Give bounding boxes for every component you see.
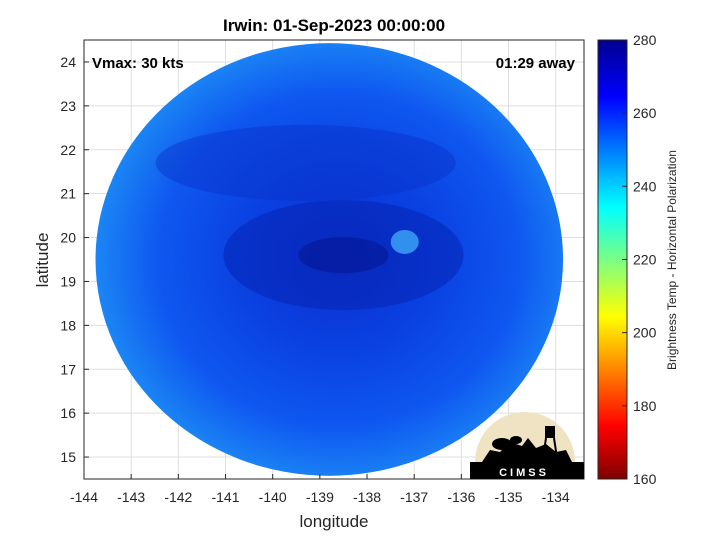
- x-tick-label-10: -134: [542, 489, 570, 505]
- x-tick-label-4: -140: [259, 489, 287, 505]
- colorbar-tick-label-6: 280: [633, 32, 657, 48]
- logo-text: CIMSS: [499, 467, 549, 479]
- x-tick-label-6: -138: [353, 489, 381, 505]
- colorbar-tick-label-3: 220: [633, 252, 657, 268]
- y-tick-label-6: 21: [60, 186, 76, 202]
- y-tick-label-9: 24: [60, 54, 76, 70]
- x-ticks: -144 -143 -142 -141 -140 -139 -138 -137 -136 -135…: [70, 474, 570, 505]
- x-tick-label-7: -137: [400, 489, 428, 505]
- colorbar-tick-label-5: 260: [633, 105, 657, 121]
- satellite-dish-icon: [492, 438, 512, 450]
- water-tower-icon: [545, 426, 555, 438]
- y-ticks: 15 16 17 18 19 20 21 22 23 24: [60, 54, 89, 465]
- vmax-annotation: Vmax: 30 kts: [92, 55, 184, 72]
- warm-patch: [390, 229, 419, 254]
- y-tick-label-2: 17: [60, 361, 76, 377]
- x-tick-label-9: -135: [495, 489, 523, 505]
- colorbar-ticks: 160 180 200 220 240 260 280: [622, 32, 657, 487]
- colorbar-tick-label-1: 180: [633, 398, 657, 414]
- y-tick-label-5: 20: [60, 230, 76, 246]
- colorbar-tick-label-4: 240: [633, 178, 657, 194]
- y-tick-label-7: 22: [60, 142, 76, 158]
- colorbar-label: Brightness Temp - Horizontal Polarizatio…: [665, 150, 679, 370]
- x-tick-label-1: -143: [117, 489, 145, 505]
- x-axis-label: longitude: [299, 512, 368, 531]
- x-tick-label-8: -136: [447, 489, 475, 505]
- y-tick-label-3: 18: [60, 317, 76, 333]
- x-tick-label-2: -142: [164, 489, 192, 505]
- colorbar-tick-label-2: 200: [633, 325, 657, 341]
- northern-band: [155, 124, 456, 201]
- x-tick-label-5: -139: [306, 489, 334, 505]
- swath-layer: [95, 43, 564, 476]
- axes-frame: [83, 39, 585, 480]
- cold-cloud-region: [155, 124, 464, 311]
- y-axis-label: latitude: [33, 233, 52, 288]
- y-tick-label-8: 23: [60, 98, 76, 114]
- warm-patch-spot: [390, 229, 419, 254]
- y-tick-label-0: 15: [60, 449, 76, 465]
- cimss-logo: CIMSS: [470, 412, 584, 479]
- chart-title: Irwin: 01-Sep-2023 00:00:00: [223, 16, 445, 35]
- colorbar-tick-label-0: 160: [633, 471, 657, 487]
- x-tick-label-0: -144: [70, 489, 98, 505]
- time-offset-annotation: 01:29 away: [496, 55, 576, 72]
- cold-core-inner: [298, 237, 389, 274]
- y-tick-label-4: 19: [60, 273, 76, 289]
- x-tick-label-3: -141: [211, 489, 239, 505]
- y-tick-label-1: 16: [60, 405, 76, 421]
